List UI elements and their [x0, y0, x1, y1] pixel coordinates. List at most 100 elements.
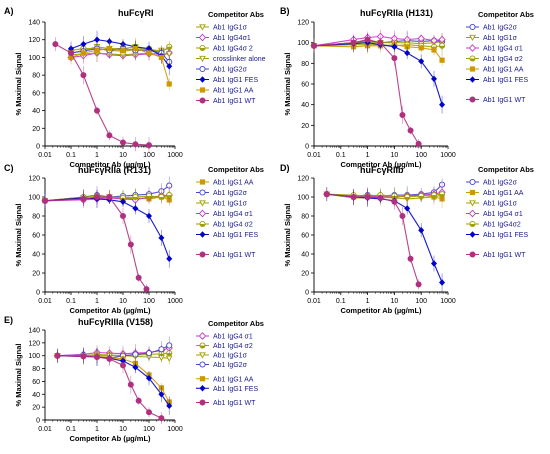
x-tick-label: 1: [95, 152, 99, 159]
legend-marker: [199, 55, 206, 63]
legend-marker: [199, 179, 206, 185]
data-point: [431, 47, 437, 53]
x-tick-label: 0.01: [38, 152, 52, 159]
legend-marker: [199, 87, 206, 93]
legend-label: Ab1 IgG1σ: [213, 353, 248, 360]
data-point: [80, 195, 87, 202]
data-point: [404, 193, 411, 201]
data-point: [80, 72, 87, 79]
y-tick-label: 100: [28, 55, 40, 62]
legend-label: Ab1 IgG1 AA: [213, 88, 254, 95]
legend-label: crosslinker alone: [213, 56, 266, 63]
data-point: [439, 42, 446, 49]
legend-label: Ab1 IgG2σ: [213, 362, 248, 369]
panel-label: C): [4, 163, 14, 173]
data-point: [166, 192, 173, 199]
y-tick-label: 0: [36, 290, 40, 297]
legend-label: Ab1 IgG4 σ2: [483, 56, 523, 63]
data-point: [399, 212, 406, 219]
series: [310, 33, 422, 149]
legend-label: Ab1 IgG4 σ1: [483, 46, 523, 53]
data-point: [120, 47, 126, 53]
legend-marker: [198, 209, 207, 218]
y-tick-label: 60: [32, 379, 40, 386]
legend-marker: [199, 220, 206, 228]
data-point: [132, 193, 139, 201]
data-point: [145, 350, 153, 357]
legend-marker: [469, 66, 476, 72]
legend-title: Competitor Abs: [478, 10, 534, 19]
data-point: [166, 402, 173, 410]
legend-label: Ab1 IgG1 WT: [213, 252, 256, 259]
y-tick-label: 0: [305, 144, 309, 151]
y-tick-label: 20: [301, 123, 309, 130]
y-tick-label: 40: [32, 252, 40, 259]
legend-marker: [468, 44, 477, 52]
y-tick-label: 100: [28, 353, 40, 360]
legend-label: Ab1 IgG1σ: [213, 201, 248, 208]
y-tick-label: 80: [32, 214, 40, 221]
legend-marker: [199, 376, 206, 382]
data-point: [165, 355, 173, 362]
legend: Competitor Abs Ab1 IgG4 σ1 Ab1 IgG4 σ2 Ab1 …: [196, 319, 264, 407]
legend-label: Ab1 IgG1 FES: [483, 77, 528, 84]
data-point: [127, 241, 134, 248]
x-tick-label: 1000: [167, 298, 183, 305]
legend-label: Ab1 IgG1 FES: [483, 232, 528, 239]
data-point: [158, 193, 165, 201]
data-point: [364, 193, 371, 200]
x-tick-label: 0.01: [38, 298, 52, 305]
panel-label: D): [280, 163, 290, 173]
legend-marker: [198, 33, 207, 42]
legend-label: Ab1 IgG2σ: [483, 180, 518, 187]
data-point: [166, 43, 173, 50]
data-point: [158, 234, 165, 242]
x-tick-label: 10: [119, 426, 127, 433]
y-tick-label: 20: [32, 271, 40, 278]
y-axis-label: % Maximal Signal: [14, 344, 23, 407]
y-tick-label: 20: [32, 126, 40, 133]
legend-title: Competitor Abs: [208, 319, 264, 328]
y-tick-label: 40: [32, 392, 40, 399]
y-axis-label: % Maximal Signal: [283, 204, 292, 267]
y-tick-label: 100: [28, 195, 40, 202]
series: [52, 37, 152, 154]
y-tick-label: 120: [297, 20, 309, 27]
series-line: [313, 39, 420, 145]
data-point: [430, 75, 437, 83]
data-point: [158, 54, 165, 61]
y-tick-label: 140: [28, 328, 40, 335]
data-point: [80, 40, 87, 48]
data-point: [54, 352, 61, 359]
y-axis-label: % Maximal Signal: [283, 53, 292, 116]
legend-label: Ab1 IgG2σ: [213, 67, 248, 74]
data-point: [146, 375, 152, 382]
x-tick-label: 1000: [440, 298, 456, 305]
data-point: [106, 193, 113, 200]
series-line: [57, 355, 170, 403]
data-point: [106, 38, 113, 45]
data-point: [415, 281, 422, 288]
data-point: [127, 381, 134, 388]
x-tick-label: 100: [143, 152, 155, 159]
legend-marker: [199, 342, 206, 349]
series: [323, 187, 446, 292]
y-tick-label: 100: [297, 40, 309, 47]
data-point: [135, 274, 142, 281]
panel-label: E): [4, 315, 13, 325]
y-tick-label: 0: [305, 290, 309, 297]
legend: Competitor Abs Ab1 IgG1σ Ab1 IgG4σ1 Ab1 IgG…: [196, 10, 266, 105]
x-tick-label: 1: [95, 426, 99, 433]
data-point: [323, 191, 330, 198]
y-tick-label: 80: [301, 214, 309, 221]
legend-label: Ab1 IgG1 FES: [213, 77, 258, 84]
data-point: [145, 192, 153, 200]
data-point: [430, 260, 437, 267]
x-axis-label: Competitor Ab (µg/mL): [69, 434, 151, 443]
legend-label: Ab1 IgG1 AA: [483, 67, 524, 74]
series: [41, 176, 173, 208]
legend-label: Ab1 IgG4 σ1: [483, 211, 523, 218]
data-point: [68, 50, 75, 57]
data-point: [52, 41, 59, 48]
